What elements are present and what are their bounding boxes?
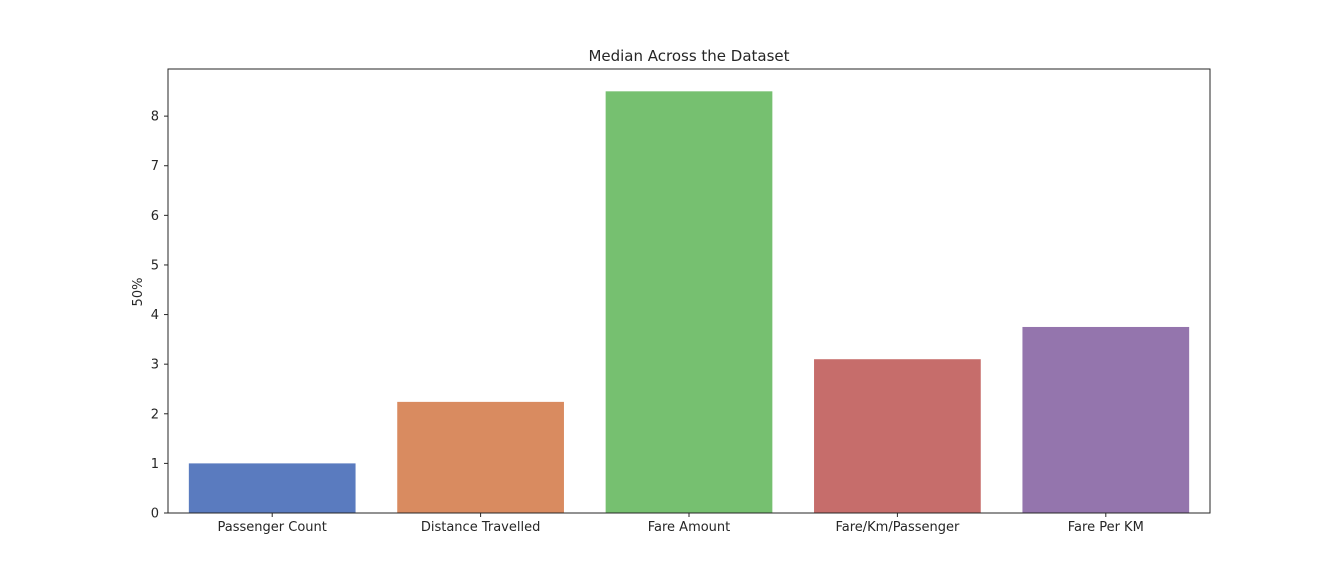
x-axis-ticks: Passenger Count Distance Travelled Fare Am… bbox=[218, 513, 1144, 535]
x-tick-label: Fare/Km/Passenger bbox=[835, 520, 960, 535]
x-tick-label: Distance Travelled bbox=[421, 520, 540, 535]
y-tick-label: 2 bbox=[151, 407, 159, 422]
y-tick-label: 4 bbox=[151, 308, 159, 323]
x-tick-label: Passenger Count bbox=[218, 520, 327, 535]
y-axis-label: 50% bbox=[131, 278, 146, 307]
x-tick-label: Fare Amount bbox=[648, 520, 731, 535]
bar-4 bbox=[814, 359, 981, 513]
y-tick-label: 1 bbox=[151, 457, 159, 472]
y-tick-label: 6 bbox=[151, 209, 159, 224]
y-tick-label: 7 bbox=[151, 159, 159, 174]
y-tick-label: 3 bbox=[151, 358, 159, 373]
bars-group bbox=[188, 91, 1190, 513]
y-axis-ticks: 0 1 2 3 4 5 6 7 8 bbox=[151, 110, 168, 522]
chart-title: Median Across the Dataset bbox=[588, 47, 789, 65]
plot-frame bbox=[167, 68, 1211, 514]
bar-5 bbox=[1022, 326, 1190, 513]
bar-2 bbox=[397, 401, 564, 513]
x-tick-label: Fare Per KM bbox=[1068, 520, 1144, 535]
y-tick-label: 5 bbox=[151, 258, 159, 273]
bar-1 bbox=[188, 463, 356, 513]
bar-3 bbox=[605, 91, 773, 513]
y-tick-label: 8 bbox=[151, 110, 159, 125]
y-tick-label: 0 bbox=[151, 507, 159, 522]
